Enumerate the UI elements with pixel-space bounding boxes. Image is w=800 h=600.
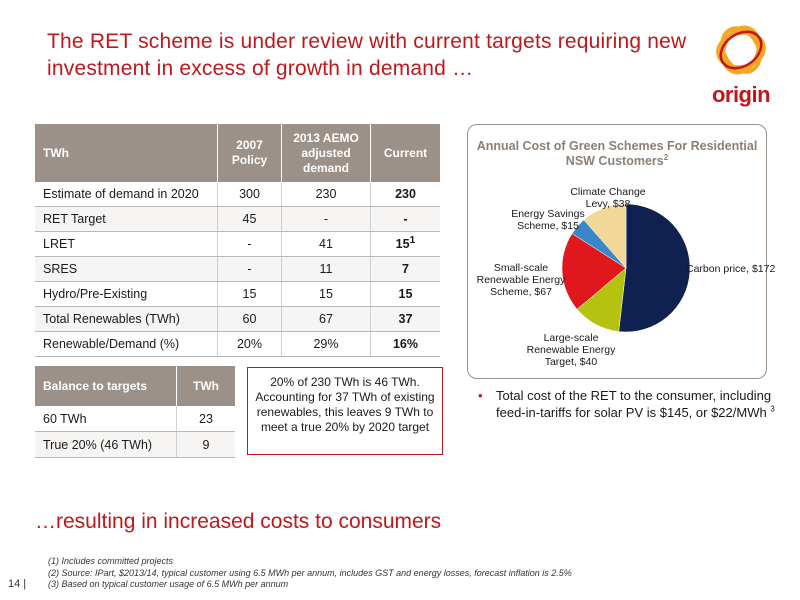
cell-aemo-demand: 11 <box>281 256 371 282</box>
footnote: (1) Includes committed projects <box>48 556 174 566</box>
pie-slice-carbon-price <box>618 203 691 333</box>
cell-2007-policy: 300 <box>217 182 282 207</box>
cell-2007-policy: 60 <box>217 306 282 332</box>
row-label: SRES <box>35 256 218 282</box>
chart-panel: Annual Cost of Green Schemes For Residen… <box>467 124 775 379</box>
table-header: 2013 AEMO adjusted demand <box>281 124 371 182</box>
cell-current: 7 <box>370 256 440 282</box>
page-title: The RET scheme is under review with curr… <box>47 30 687 80</box>
page-number: 14 | <box>8 578 27 590</box>
table-row: 60 TWh 23 <box>35 406 235 432</box>
cell-2007-policy: - <box>217 256 282 282</box>
table-row: Renewable/Demand (%) 20% 29% 16% <box>35 331 440 357</box>
chart-title-text: Annual Cost of Green Schemes For Residen… <box>476 139 758 168</box>
table-row: Estimate of demand in 2020 300 230 230 <box>35 182 440 207</box>
origin-logo: origin <box>706 20 776 110</box>
cell-current: - <box>370 206 440 232</box>
table-row: Total Renewables (TWh) 60 67 37 <box>35 306 440 332</box>
label-small-scale-scheme: Small-scale Renewable Energy Scheme, $67 <box>476 262 566 298</box>
cell-aemo-demand: 15 <box>281 281 371 307</box>
table-header: TWh <box>176 366 235 406</box>
footnote: (2) Source: IPart, $2013/14, typical cus… <box>48 567 572 578</box>
label-large-scale-target: Large-scale Renewable Energy Target, $40 <box>526 332 616 368</box>
table-row: SRES - 11 7 <box>35 256 440 282</box>
cell-twh: 23 <box>176 406 235 432</box>
cell-2007-policy: - <box>217 231 282 257</box>
balance-table: Balance to targets TWh 60 TWh 23 True 20… <box>35 366 235 458</box>
cell-current-value: 15 <box>395 237 410 251</box>
footnote-ref: 3 <box>770 404 775 414</box>
pie-slice-small-scale-renewable-energy-scheme <box>561 233 627 310</box>
bullet-text: Total cost of the RET to the consumer, i… <box>496 388 772 420</box>
section-subtitle: …resulting in increased costs to consume… <box>35 510 442 533</box>
cell-aemo-demand: - <box>281 206 371 232</box>
row-label: True 20% (46 TWh) <box>35 431 177 458</box>
cell-current: 16% <box>370 331 440 357</box>
cell-2007-policy: 15 <box>217 281 282 307</box>
cell-aemo-demand: 29% <box>281 331 371 357</box>
row-label: LRET <box>35 231 218 257</box>
pie-chart <box>561 203 691 333</box>
pie-slice-climate-change-levy <box>583 203 627 269</box>
row-label: Total Renewables (TWh) <box>35 306 218 332</box>
table-row: True 20% (46 TWh) 9 <box>35 431 235 458</box>
footnote-ref: 2 <box>663 152 669 162</box>
table-header: Current <box>370 124 440 182</box>
cell-current: 151 <box>370 231 440 257</box>
row-label: 60 TWh <box>35 406 177 432</box>
origin-ring-icon <box>716 25 766 75</box>
table-header: Balance to targets <box>35 366 177 406</box>
cell-current: 230 <box>370 182 440 207</box>
row-label: Estimate of demand in 2020 <box>35 182 218 207</box>
bullet-icon: • <box>478 388 483 403</box>
cell-aemo-demand: 230 <box>281 182 371 207</box>
logo-wordmark: origin <box>711 82 771 107</box>
chart-title: Annual Cost of Green Schemes For Residen… <box>468 139 766 169</box>
renewable-targets-table: TWh 2007 Policy 2013 AEMO adjusted deman… <box>35 124 440 357</box>
table-row: LRET - 41 151 <box>35 231 440 257</box>
cell-current: 15 <box>370 281 440 307</box>
label-climate-change-levy: Climate Change Levy, $38 <box>570 186 646 210</box>
bullet-text-wrap: Total cost of the RET to the consumer, i… <box>496 387 778 421</box>
label-energy-savings-scheme: Energy Savings Scheme, $15 <box>511 208 585 232</box>
cell-2007-policy: 45 <box>217 206 282 232</box>
callout-box: 20% of 230 TWh is 46 TWh. Accounting for… <box>247 367 443 455</box>
row-label: Hydro/Pre-Existing <box>35 281 218 307</box>
bullet-point: • Total cost of the RET to the consumer,… <box>478 387 778 421</box>
table-row: RET Target 45 - - <box>35 206 440 232</box>
cell-twh: 9 <box>176 431 235 458</box>
cell-current: 37 <box>370 306 440 332</box>
row-label: Renewable/Demand (%) <box>35 331 218 357</box>
table-header: 2007 Policy <box>217 124 282 182</box>
table-header: TWh <box>35 124 218 182</box>
footnote-ref: 1 <box>409 234 416 246</box>
row-label: RET Target <box>35 206 218 232</box>
footnote: (3) Based on typical customer usage of 6… <box>48 579 289 589</box>
cell-aemo-demand: 41 <box>281 231 371 257</box>
table-row: Hydro/Pre-Existing 15 15 15 <box>35 281 440 307</box>
label-carbon-price: Carbon price, $172 <box>686 263 776 275</box>
footnotes: (1) Includes committed projects (2) Sour… <box>48 556 572 591</box>
cell-aemo-demand: 67 <box>281 306 371 332</box>
cell-2007-policy: 20% <box>217 331 282 357</box>
